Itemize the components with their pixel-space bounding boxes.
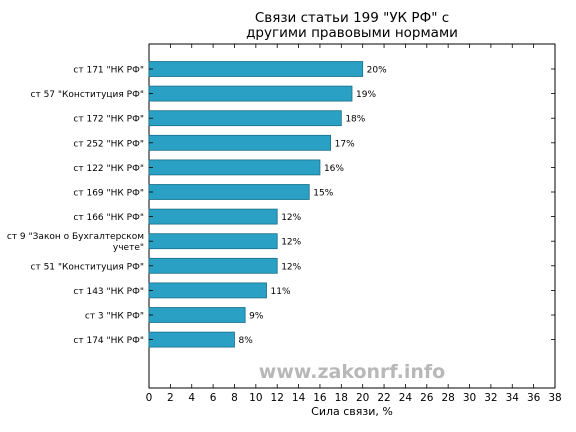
- category-label: ст 122 "НК РФ": [73, 164, 144, 174]
- x-tick-label: 32: [484, 392, 497, 404]
- bar: [148, 233, 278, 250]
- x-tick-label: 34: [506, 392, 520, 404]
- bar: [148, 331, 235, 348]
- data-label: 12%: [281, 262, 301, 272]
- x-tick-label: 30: [463, 392, 476, 404]
- bar: [148, 208, 278, 225]
- bar-series: 20% 19% 18% 17% 16% 15% 12% 12% 12% 11% 9% 8%: [148, 61, 387, 348]
- x-tick-label: 38: [548, 392, 561, 404]
- bar: [148, 282, 267, 299]
- x-tick-label: 24: [399, 392, 413, 404]
- data-label: 19%: [356, 90, 376, 100]
- x-tick-label: 0: [146, 392, 153, 404]
- x-tick-label: 16: [313, 392, 327, 404]
- x-tick-label: 22: [377, 392, 390, 404]
- bar: [148, 159, 321, 176]
- bar: [148, 184, 310, 200]
- category-label: ст 51 "Конституция РФ": [31, 262, 144, 272]
- bar: [148, 257, 278, 274]
- x-tick-label: 28: [441, 392, 454, 404]
- x-axis-label: Сила связи, %: [311, 405, 393, 418]
- bar: [148, 85, 353, 102]
- category-label: ст 171 "НК РФ": [73, 66, 144, 76]
- x-tick-label: 4: [188, 392, 195, 404]
- chart-title-line: другими правовыми нормами: [246, 25, 458, 41]
- data-label: 18%: [345, 115, 365, 125]
- x-tick-label: 14: [292, 392, 306, 404]
- x-tick-label: 26: [420, 392, 434, 404]
- category-label: ст 252 "НК РФ": [73, 139, 144, 149]
- x-tick-label: 10: [249, 392, 262, 404]
- data-label: 9%: [249, 312, 264, 322]
- x-tick-label: 8: [231, 392, 238, 404]
- data-label: 20%: [367, 66, 387, 76]
- data-label: 12%: [281, 238, 301, 248]
- x-tick-label: 12: [271, 392, 284, 404]
- x-axis-ticks: 0 2 4 6 8 10 12 14 16 18 20 22 24 26 28 30 32 34 36 38: [146, 44, 562, 404]
- category-label: ст 57 "Конституция РФ": [31, 90, 144, 100]
- bar: [148, 134, 332, 151]
- category-label: ст 169 "НК РФ": [73, 189, 144, 199]
- x-tick-label: 18: [335, 392, 348, 404]
- data-label: 15%: [313, 189, 333, 199]
- category-label: ст 172 "НК РФ": [73, 115, 144, 125]
- category-label: ст 174 "НК РФ": [73, 336, 144, 346]
- x-tick-label: 6: [210, 392, 217, 404]
- data-label: 8%: [238, 336, 253, 346]
- watermark-text: www.zakonrf.info: [259, 361, 445, 383]
- data-label: 16%: [324, 164, 344, 174]
- x-tick-label: 2: [167, 392, 174, 404]
- category-label: ст 3 "НК РФ": [85, 312, 144, 322]
- category-label: ст 9 "Закон о Бухгалтерском учете": [7, 232, 144, 253]
- category-label: ст 143 "НК РФ": [73, 287, 144, 297]
- category-labels: ст 171 "НК РФ" ст 57 "Конституция РФ" ст 1…: [7, 66, 555, 346]
- x-tick-label: 20: [356, 392, 369, 404]
- x-tick-label: 36: [527, 392, 541, 404]
- data-label: 11%: [271, 287, 291, 297]
- bar: [148, 61, 364, 77]
- category-label: ст 166 "НК РФ": [73, 213, 144, 223]
- bar: [148, 307, 246, 323]
- data-label: 12%: [281, 213, 301, 223]
- bar: [148, 110, 342, 127]
- chart-title-line: Связи статьи 199 "УК РФ" с: [255, 10, 449, 26]
- data-label: 17%: [335, 139, 355, 149]
